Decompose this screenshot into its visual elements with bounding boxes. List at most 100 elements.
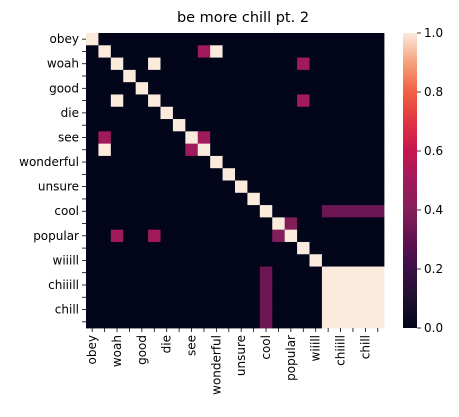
heatmap-cell: [98, 106, 112, 120]
heatmap-cell: [86, 69, 99, 83]
heatmap-cell: [148, 57, 161, 71]
heatmap-cell: [371, 155, 385, 169]
heatmap-cell: [235, 266, 248, 280]
heatmap-cell: [98, 131, 112, 145]
heatmap-cell: [359, 106, 372, 120]
heatmap-cell: [172, 45, 186, 58]
heatmap-cell: [135, 155, 149, 169]
heatmap-cell: [172, 254, 186, 267]
heatmap-cell: [284, 82, 298, 95]
heatmap-cell: [148, 205, 161, 218]
heatmap-cell: [284, 254, 298, 267]
heatmap-cell: [135, 106, 149, 120]
heatmap-cell: [334, 33, 348, 46]
heatmap-cell: [222, 291, 236, 304]
heatmap-cell: [321, 168, 335, 181]
heatmap-cell: [284, 155, 298, 169]
heatmap-cell: [359, 69, 372, 83]
colorbar-tick-labels: 0.0 0.2 0.4 0.6 0.8 1.0: [417, 26, 443, 335]
heatmap-cell: [359, 241, 372, 255]
heatmap-cell: [272, 291, 286, 304]
heatmap-cell: [247, 192, 261, 206]
heatmap-cell: [247, 278, 261, 292]
heatmap-cell: [98, 217, 112, 231]
heatmap-cell: [247, 106, 261, 120]
heatmap-cell: [172, 119, 186, 132]
heatmap-cell: [297, 45, 310, 58]
heatmap-cell: [197, 94, 211, 108]
heatmap-cell: [135, 57, 149, 71]
heatmap-cell: [172, 192, 186, 206]
heatmap-cell: [259, 192, 273, 206]
heatmap-cell: [371, 143, 385, 157]
heatmap-cell: [222, 192, 236, 206]
heatmap-cell: [235, 291, 248, 304]
heatmap-cell: [86, 33, 99, 46]
heatmap-cell: [247, 205, 261, 218]
heatmap-cell: [321, 229, 335, 243]
heatmap-cell: [334, 241, 348, 255]
heatmap-cell: [359, 45, 372, 58]
heatmap-cell: [172, 69, 186, 83]
heatmap-cell: [160, 192, 174, 206]
heatmap-cell: [272, 131, 286, 145]
heatmap-cell: [334, 45, 348, 58]
heatmap-cell: [135, 205, 149, 218]
heatmap-cell: [346, 254, 360, 267]
heatmap-cell: [210, 155, 223, 169]
heatmap-cell: [259, 57, 273, 71]
heatmap-cell: [334, 266, 348, 280]
heatmap-cell: [247, 155, 261, 169]
heatmap-cell: [172, 303, 186, 317]
heatmap-cell: [309, 217, 323, 231]
heatmap-cell: [346, 131, 360, 145]
heatmap-cell: [123, 205, 137, 218]
heatmap-cell: [98, 180, 112, 194]
heatmap-cell: [222, 168, 236, 181]
heatmap-cell: [185, 315, 199, 329]
heatmap-cell: [247, 33, 261, 46]
heatmap-cell: [172, 106, 186, 120]
heatmap-cell: [98, 119, 112, 132]
heatmap-cell: [123, 168, 137, 181]
heatmap-cell: [235, 205, 248, 218]
heatmap-cell: [272, 168, 286, 181]
heatmap-cell: [284, 303, 298, 317]
heatmap-cell: [309, 315, 323, 329]
heatmap-cell: [247, 303, 261, 317]
heatmap-cell: [247, 229, 261, 243]
column-tick-label: chill: [358, 335, 372, 359]
heatmap-cell: [235, 315, 248, 329]
heatmap-cell: [297, 278, 310, 292]
heatmap-cell: [160, 168, 174, 181]
heatmap-cell: [148, 94, 161, 108]
heatmap-cell: [284, 33, 298, 46]
heatmap-cell: [123, 69, 137, 83]
heatmap-cell: [185, 241, 199, 255]
heatmap-cell: [297, 168, 310, 181]
heatmap-cell: [359, 315, 372, 329]
heatmap-cell: [272, 106, 286, 120]
heatmap-cell: [259, 291, 273, 304]
heatmap-cell: [148, 143, 161, 157]
column-tick-label: popular: [284, 335, 298, 381]
heatmap-cell: [247, 94, 261, 108]
heatmap-cell: [284, 106, 298, 120]
heatmap-cell: [284, 278, 298, 292]
heatmap-cell: [297, 315, 310, 329]
heatmap-cell: [371, 278, 385, 292]
heatmap-cell: [371, 192, 385, 206]
heatmap-cell: [160, 291, 174, 304]
heatmap-cell: [222, 278, 236, 292]
heatmap-cell: [135, 143, 149, 157]
heatmap-cell: [98, 266, 112, 280]
heatmap-cell: [110, 131, 124, 145]
heatmap-cell: [259, 180, 273, 194]
heatmap-cell: [110, 106, 124, 120]
heatmap-cell: [185, 205, 199, 218]
heatmap-cell: [86, 192, 99, 206]
heatmap-cell: [123, 106, 137, 120]
heatmap-cell: [148, 241, 161, 255]
heatmap-cell: [148, 291, 161, 304]
heatmap-cell: [135, 241, 149, 255]
